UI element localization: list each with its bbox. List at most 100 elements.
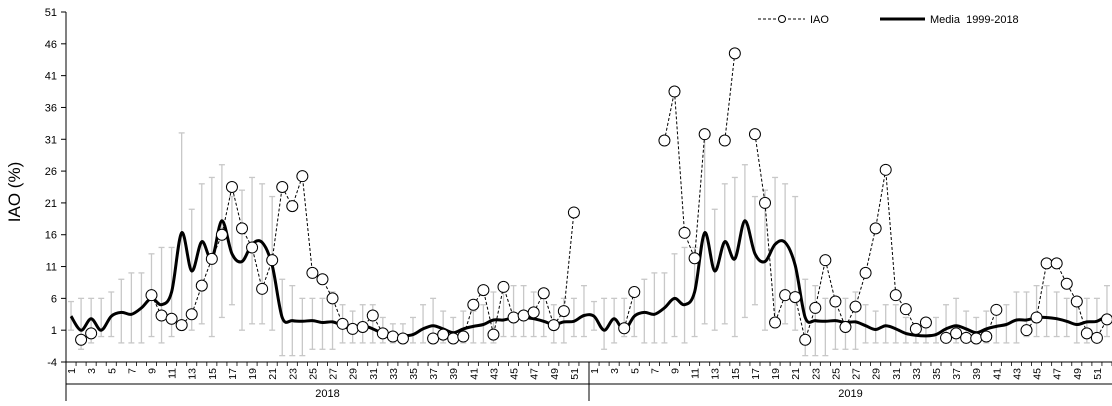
iao-point bbox=[960, 331, 973, 344]
iao-point bbox=[517, 309, 530, 322]
y-axis-label: IAO (%) bbox=[5, 162, 24, 222]
iao-point bbox=[990, 303, 1003, 316]
x-tick-label: 31 bbox=[368, 368, 380, 380]
x-tick-label: 51 bbox=[1092, 368, 1104, 380]
iao-point bbox=[225, 181, 238, 193]
x-tick-label: 21 bbox=[790, 368, 802, 380]
iao-point bbox=[859, 266, 872, 279]
iao-point bbox=[276, 181, 289, 193]
iao-point bbox=[487, 328, 500, 341]
y-tick-label: 36 bbox=[45, 102, 57, 114]
iao-point bbox=[457, 330, 470, 343]
x-tick-label: 33 bbox=[388, 368, 400, 380]
iao-point bbox=[779, 289, 792, 302]
x-tick-label: 35 bbox=[408, 368, 420, 380]
year-label: 2019 bbox=[838, 388, 862, 400]
iao-point bbox=[296, 170, 309, 183]
x-tick-label: 1 bbox=[589, 368, 601, 374]
iao-series-line bbox=[724, 53, 736, 141]
x-tick-label: 45 bbox=[1032, 368, 1044, 380]
iao-point bbox=[527, 306, 540, 319]
x-tick-label: 23 bbox=[810, 368, 822, 380]
iao-point bbox=[386, 330, 399, 343]
iao-point bbox=[1060, 277, 1073, 290]
iao-point bbox=[839, 321, 852, 333]
axes-group bbox=[61, 11, 1112, 401]
x-tick-label: 37 bbox=[428, 368, 440, 380]
x-tick-label: 49 bbox=[549, 368, 561, 380]
iao-point bbox=[567, 206, 580, 219]
iao-point bbox=[326, 292, 339, 305]
y-tick-label: 16 bbox=[45, 230, 57, 242]
x-tick-label: 27 bbox=[851, 368, 863, 380]
iao-point bbox=[165, 312, 178, 325]
iao-point bbox=[507, 311, 520, 324]
iao-point bbox=[215, 228, 228, 241]
x-tick-label: 25 bbox=[307, 368, 319, 380]
iao-point bbox=[879, 163, 892, 176]
x-tick-label: 15 bbox=[207, 368, 219, 380]
legend: IAO Media 1999-2018 bbox=[758, 14, 1019, 26]
iao-point bbox=[759, 196, 772, 209]
iao-point bbox=[256, 282, 269, 295]
iao-point bbox=[718, 134, 731, 147]
iao-point bbox=[396, 332, 409, 345]
x-tick-label: 13 bbox=[710, 368, 722, 380]
iao-point bbox=[266, 254, 279, 267]
iao-point bbox=[748, 128, 761, 141]
iao-point bbox=[799, 333, 812, 346]
iao-point bbox=[688, 252, 701, 265]
iao-point bbox=[467, 298, 480, 311]
iao-point bbox=[728, 47, 741, 60]
x-tick-label: 35 bbox=[931, 368, 943, 380]
iao-point bbox=[829, 295, 842, 308]
iao-point bbox=[668, 85, 681, 98]
iao-point bbox=[356, 321, 369, 333]
x-tick-label: 19 bbox=[770, 368, 782, 380]
iao-point bbox=[306, 266, 319, 279]
iao-point bbox=[145, 289, 158, 302]
iao-point bbox=[557, 305, 570, 318]
y-tick-label: 31 bbox=[45, 134, 57, 146]
iao-point bbox=[547, 319, 560, 332]
y-tick-label: 6 bbox=[51, 293, 57, 305]
x-tick-label: 11 bbox=[690, 368, 702, 379]
iao-point bbox=[940, 331, 953, 344]
y-tick-label: 46 bbox=[45, 39, 57, 51]
iao-point bbox=[497, 280, 510, 293]
iao-point bbox=[909, 322, 922, 335]
x-tick-label: 49 bbox=[1072, 368, 1084, 380]
iao-point bbox=[980, 330, 993, 343]
x-tick-label: 17 bbox=[750, 368, 762, 380]
iao-point bbox=[1080, 327, 1093, 340]
x-tick-label: 41 bbox=[991, 368, 1003, 380]
iao-point bbox=[75, 333, 88, 346]
x-tick-label: 5 bbox=[629, 368, 641, 374]
x-tick-label: 3 bbox=[609, 368, 621, 374]
year-labels: 2018 2019 bbox=[315, 388, 862, 400]
x-tick-label: 7 bbox=[649, 368, 661, 374]
x-tick-label: 33 bbox=[911, 368, 923, 380]
iao-point bbox=[1090, 331, 1103, 344]
x-tick-label: 25 bbox=[830, 368, 842, 380]
iao-point bbox=[1030, 311, 1043, 324]
iao-point bbox=[336, 317, 349, 330]
iao-point bbox=[869, 222, 882, 235]
x-tick-label: 51 bbox=[569, 368, 581, 380]
iao-point bbox=[155, 309, 168, 322]
iao-point bbox=[537, 287, 550, 300]
iao-point bbox=[970, 332, 983, 345]
iao-point bbox=[185, 308, 198, 321]
legend-iao-marker bbox=[778, 15, 786, 23]
x-tick-label: 5 bbox=[106, 368, 118, 374]
iao-point bbox=[1050, 257, 1063, 270]
iao-point bbox=[175, 319, 188, 332]
iao-point bbox=[618, 322, 631, 335]
iao-point bbox=[236, 222, 249, 235]
y-tick-label: 1 bbox=[51, 325, 57, 337]
iao-point bbox=[769, 316, 782, 329]
x-tick-label: 1 bbox=[66, 368, 78, 374]
x-tick-label: 19 bbox=[247, 368, 259, 380]
iao-point bbox=[698, 128, 711, 141]
